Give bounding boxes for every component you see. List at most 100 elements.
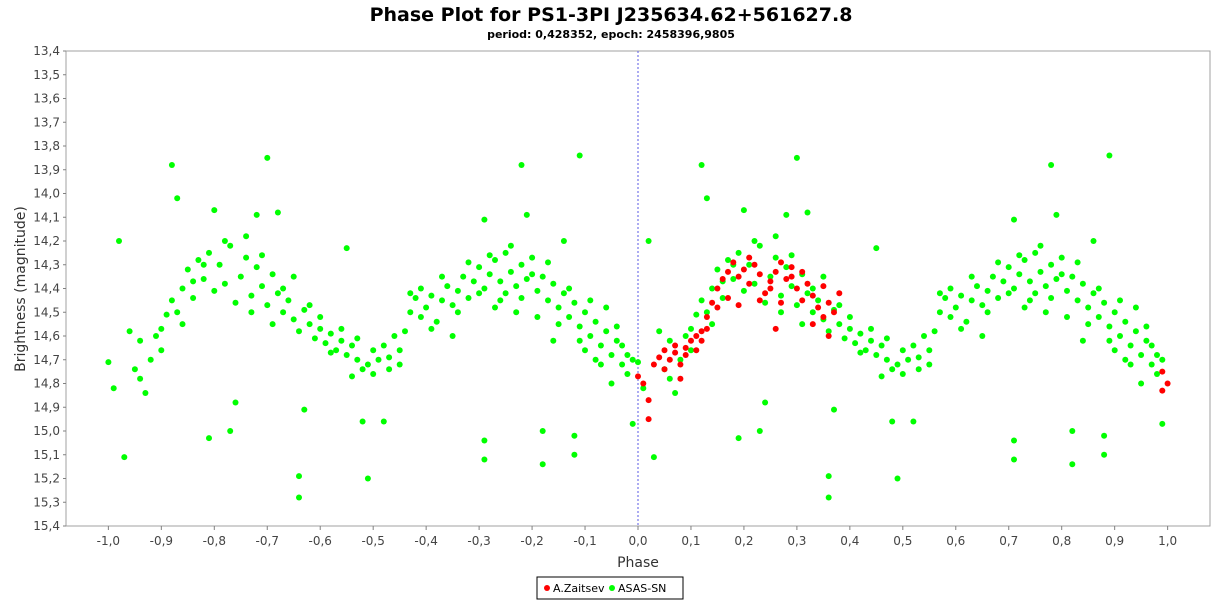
asas-sn-point: [1069, 428, 1076, 434]
a-zaitsev-point: [703, 314, 710, 320]
x-tick-label: -0,7: [256, 534, 279, 548]
a-zaitsev-point: [778, 299, 784, 306]
a-zaitsev-point: [778, 259, 784, 266]
asas-sn-point: [1111, 309, 1118, 316]
a-zaitsev-point: [820, 314, 827, 320]
asas-sn-point: [386, 354, 393, 361]
x-tick-label: -0,9: [150, 534, 173, 548]
x-tick-label: 0,1: [681, 534, 700, 548]
asas-sn-point: [725, 257, 731, 263]
x-tick-label: 0,8: [1052, 534, 1071, 548]
a-zaitsev-point: [772, 268, 779, 275]
asas-sn-point: [831, 406, 837, 413]
asas-sn-point: [836, 302, 843, 309]
asas-sn-point: [507, 268, 514, 275]
asas-sn-point: [587, 297, 594, 304]
asas-sn-point: [878, 342, 885, 349]
asas-sn-point: [391, 333, 398, 339]
asas-sn-point: [529, 254, 536, 261]
asas-sn-point: [486, 271, 493, 278]
asas-sn-point: [370, 347, 377, 354]
asas-sn-point: [709, 285, 716, 292]
asas-sn-point: [296, 494, 302, 501]
asas-sn-point: [1143, 337, 1150, 344]
asas-sn-point: [894, 361, 901, 368]
asas-sn-point: [137, 375, 144, 382]
asas-sn-point: [714, 266, 721, 273]
asas-sn-point: [1016, 271, 1023, 278]
asas-sn-point: [899, 371, 906, 377]
asas-sn-point: [1138, 380, 1145, 387]
asas-sn-point: [364, 361, 371, 368]
legend-marker-a-zaitsev: [544, 585, 550, 591]
asas-sn-point: [110, 385, 117, 392]
asas-sn-point: [497, 297, 504, 304]
a-zaitsev-point: [635, 373, 641, 380]
asas-sn-point: [603, 328, 610, 335]
asas-sn-point: [131, 366, 138, 373]
asas-sn-point: [772, 254, 779, 261]
a-zaitsev-point: [725, 295, 731, 301]
a-zaitsev-point: [820, 283, 827, 290]
asas-sn-point: [799, 321, 806, 328]
asas-sn-point: [211, 287, 218, 294]
asas-sn-point: [1127, 342, 1134, 349]
asas-sn-point: [767, 273, 774, 280]
asas-sn-point: [597, 361, 604, 368]
asas-sn-point: [343, 245, 350, 252]
x-axis-ticks: -1,0 -0,9 -0,8 -0,7 -0,6 -0,5 -0,4 -0,3 -0,2 -0,1…: [97, 526, 1177, 548]
a-zaitsev-point: [640, 380, 647, 387]
asas-sn-point: [206, 249, 212, 256]
x-tick-label: -0,4: [414, 534, 437, 548]
asas-sn-point: [322, 340, 329, 347]
y-tick-label: 15,3: [33, 495, 60, 509]
asas-sn-point: [539, 428, 546, 434]
asas-sn-point: [778, 309, 784, 316]
asas-sn-point: [836, 321, 843, 328]
asas-sn-point: [1106, 323, 1113, 330]
asas-sn-point: [1032, 290, 1039, 297]
asas-sn-point: [153, 333, 159, 339]
asas-sn-point: [952, 304, 959, 311]
a-zaitsev-point: [730, 259, 737, 266]
asas-sn-point: [1101, 451, 1108, 458]
asas-sn-point: [1058, 271, 1065, 278]
asas-sn-point: [163, 311, 170, 318]
asas-sn-point: [227, 242, 234, 249]
a-zaitsev-point: [672, 349, 679, 356]
asas-sn-point: [1111, 347, 1118, 354]
a-zaitsev-point: [688, 337, 694, 344]
asas-sn-point: [926, 347, 933, 354]
y-tick-label: 14,3: [33, 258, 60, 272]
a-zaitsev-point: [661, 366, 668, 373]
a-zaitsev-point: [677, 375, 684, 382]
asas-sn-point: [301, 406, 308, 413]
asas-sn-point: [735, 435, 742, 442]
a-zaitsev-point: [703, 325, 710, 332]
a-zaitsev-point: [735, 302, 742, 309]
asas-sn-point: [248, 292, 255, 299]
asas-sn-point: [343, 352, 350, 358]
asas-sn-point: [221, 280, 228, 287]
asas-sn-point: [762, 299, 769, 306]
asas-sn-point: [576, 152, 583, 159]
asas-sn-point: [492, 304, 498, 311]
asas-sn-point: [417, 314, 424, 320]
a-zaitsev-point: [698, 337, 705, 344]
asas-sn-point: [158, 347, 165, 354]
asas-sn-point: [327, 330, 334, 337]
asas-sn-point: [1069, 273, 1076, 280]
asas-sn-point: [788, 283, 795, 290]
a-zaitsev-point: [831, 309, 837, 316]
asas-sn-point: [1021, 304, 1028, 311]
asas-sn-point: [645, 238, 652, 244]
x-tick-label: -0,1: [573, 534, 596, 548]
asas-sn-point: [550, 337, 557, 344]
asas-sn-point: [534, 287, 541, 294]
asas-sn-point: [232, 399, 239, 406]
asas-sn-point: [1064, 314, 1070, 320]
x-tick-label: -0,2: [520, 534, 543, 548]
asas-sn-point: [449, 302, 456, 309]
asas-sn-point: [1074, 259, 1081, 266]
asas-sn-point: [407, 290, 414, 297]
